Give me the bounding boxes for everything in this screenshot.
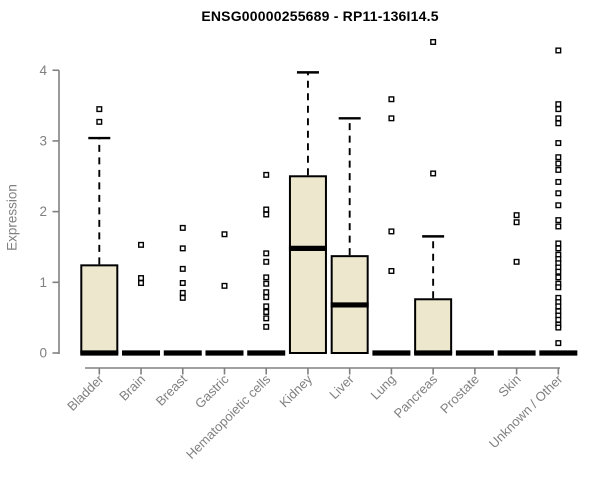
outlier-point <box>555 140 562 147</box>
outlier-point <box>263 294 270 301</box>
outlier-point <box>179 265 186 272</box>
x-category-label: Pancreas <box>391 371 441 421</box>
outlier-point <box>263 309 270 316</box>
outlier-point <box>555 202 562 209</box>
outlier-point <box>555 316 562 323</box>
outlier-point <box>555 324 562 331</box>
y-tick-label: 0 <box>39 346 47 361</box>
y-tick-label: 1 <box>39 275 47 290</box>
outlier-point <box>555 284 562 291</box>
outlier-point <box>555 160 562 167</box>
outlier-point <box>221 231 228 238</box>
x-category-label: Bladder <box>64 371 107 414</box>
outlier-point <box>179 289 186 296</box>
x-category-label: Breast <box>153 371 190 408</box>
outlier-point <box>555 217 562 224</box>
outlier-point <box>263 206 270 213</box>
outlier-point <box>263 323 270 330</box>
outlier-point <box>555 274 562 281</box>
x-category-label: Prostate <box>437 372 482 417</box>
outlier-point <box>555 303 562 310</box>
outlier-point <box>513 219 520 226</box>
outlier-point <box>555 223 562 230</box>
outlier-point <box>555 166 562 173</box>
outlier-point <box>430 170 437 177</box>
outlier-point <box>555 154 562 161</box>
outlier-point <box>179 224 186 231</box>
outlier-point <box>555 120 562 127</box>
x-category-label: Liver <box>326 371 357 402</box>
x-category-label: Brain <box>116 372 148 404</box>
y-tick-label: 2 <box>39 204 47 219</box>
box <box>288 175 327 354</box>
outlier-point <box>513 212 520 219</box>
outlier-point <box>555 178 562 185</box>
outlier-point <box>555 240 562 247</box>
outlier-point <box>388 96 395 103</box>
outlier-point <box>263 289 270 296</box>
outlier-point <box>179 245 186 252</box>
outlier-point <box>555 190 562 197</box>
chart-title: ENSG00000255689 - RP11-136I14.5 <box>201 8 439 24</box>
outlier-point <box>138 280 145 287</box>
outlier-point <box>263 258 270 265</box>
outlier-point <box>138 241 145 248</box>
x-category-label: Lung <box>367 372 398 403</box>
outlier-point <box>263 211 270 218</box>
outlier-point <box>555 245 562 252</box>
outlier-point <box>388 268 395 275</box>
outlier-point <box>96 118 103 125</box>
box <box>80 264 119 354</box>
outlier-point <box>555 47 562 54</box>
outlier-point <box>555 106 562 113</box>
outlier-point <box>179 294 186 301</box>
x-category-label: Gastric <box>192 371 232 411</box>
x-category-label: Skin <box>495 372 523 400</box>
outlier-point <box>388 228 395 235</box>
x-category-label: Kidney <box>276 371 315 410</box>
outlier-point <box>138 275 145 282</box>
outlier-point <box>555 101 562 108</box>
outlier-point <box>263 315 270 322</box>
outlier-point <box>513 258 520 265</box>
outlier-point <box>555 268 562 275</box>
outlier-point <box>179 280 186 287</box>
outlier-point <box>263 274 270 281</box>
outlier-point <box>388 115 395 122</box>
outlier-point <box>555 115 562 122</box>
box <box>414 298 453 354</box>
y-tick-label: 3 <box>39 133 47 148</box>
outlier-point <box>263 171 270 178</box>
outlier-point <box>555 340 562 347</box>
outlier-point <box>263 280 270 287</box>
outlier-point <box>263 303 270 310</box>
y-tick-label: 4 <box>39 63 47 78</box>
x-category-label: Unknown / Other <box>486 371 566 451</box>
outlier-point <box>430 38 437 45</box>
outlier-point <box>96 106 103 113</box>
outlier-point <box>221 282 228 289</box>
outlier-point <box>263 250 270 257</box>
